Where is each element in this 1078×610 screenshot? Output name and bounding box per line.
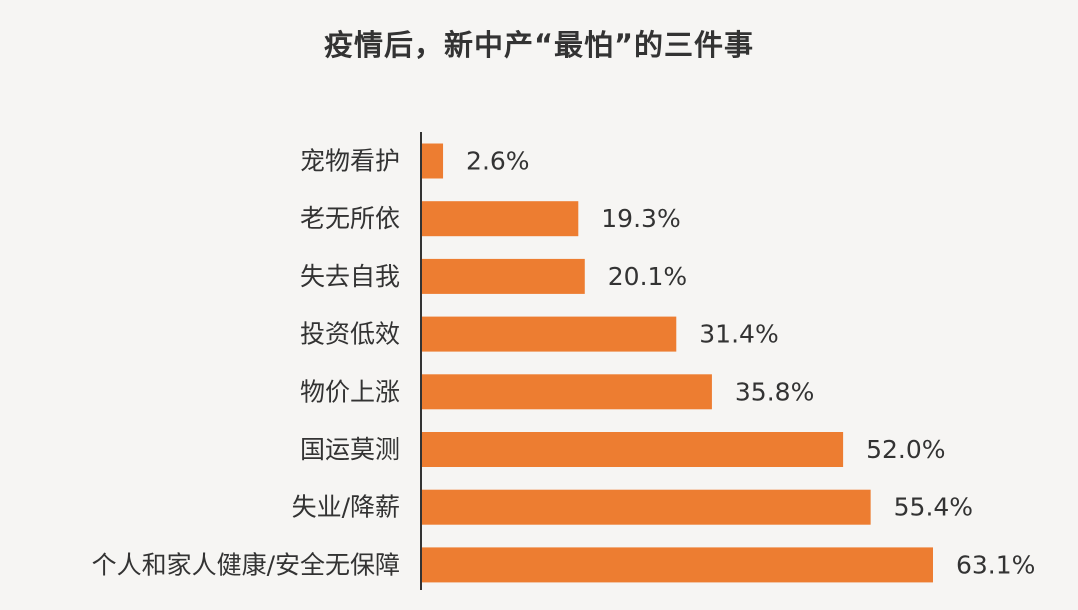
value-label-3: 31.4% [699, 320, 778, 349]
category-label-1: 老无所依 [300, 204, 400, 233]
bar-5 [422, 432, 844, 467]
value-label-0: 2.6% [466, 147, 530, 176]
labels-layer: 宠物看护 2.6% 老无所依 19.3% 失去自我 20.1% 投资低效 31.4% 物价上涨 3… [92, 147, 1036, 580]
bar-7 [422, 547, 933, 583]
value-label-5: 52.0% [866, 435, 945, 464]
category-label-2: 失去自我 [300, 262, 400, 291]
category-label-3: 投资低效 [300, 320, 400, 349]
category-label-7: 个人和家人健康/安全无保障 [92, 550, 400, 579]
bar-1 [422, 201, 579, 237]
value-label-1: 19.3% [601, 204, 680, 233]
value-label-2: 20.1% [608, 262, 687, 291]
category-label-0: 宠物看护 [300, 147, 400, 176]
bar-4 [422, 374, 712, 410]
category-label-6: 失业/降薪 [292, 493, 400, 522]
category-label-4: 物价上涨 [300, 377, 400, 406]
value-label-7: 63.1% [956, 550, 1035, 579]
value-label-6: 55.4% [894, 493, 973, 522]
bars-layer [422, 143, 933, 583]
bar-3 [422, 316, 677, 352]
category-label-5: 国运莫测 [300, 435, 400, 464]
bar-2 [422, 258, 585, 294]
bar-6 [422, 489, 871, 525]
value-label-4: 35.8% [735, 377, 814, 406]
chart-title: 疫情后，新中产“最怕”的三件事 [323, 28, 755, 62]
bar-0 [422, 143, 444, 179]
